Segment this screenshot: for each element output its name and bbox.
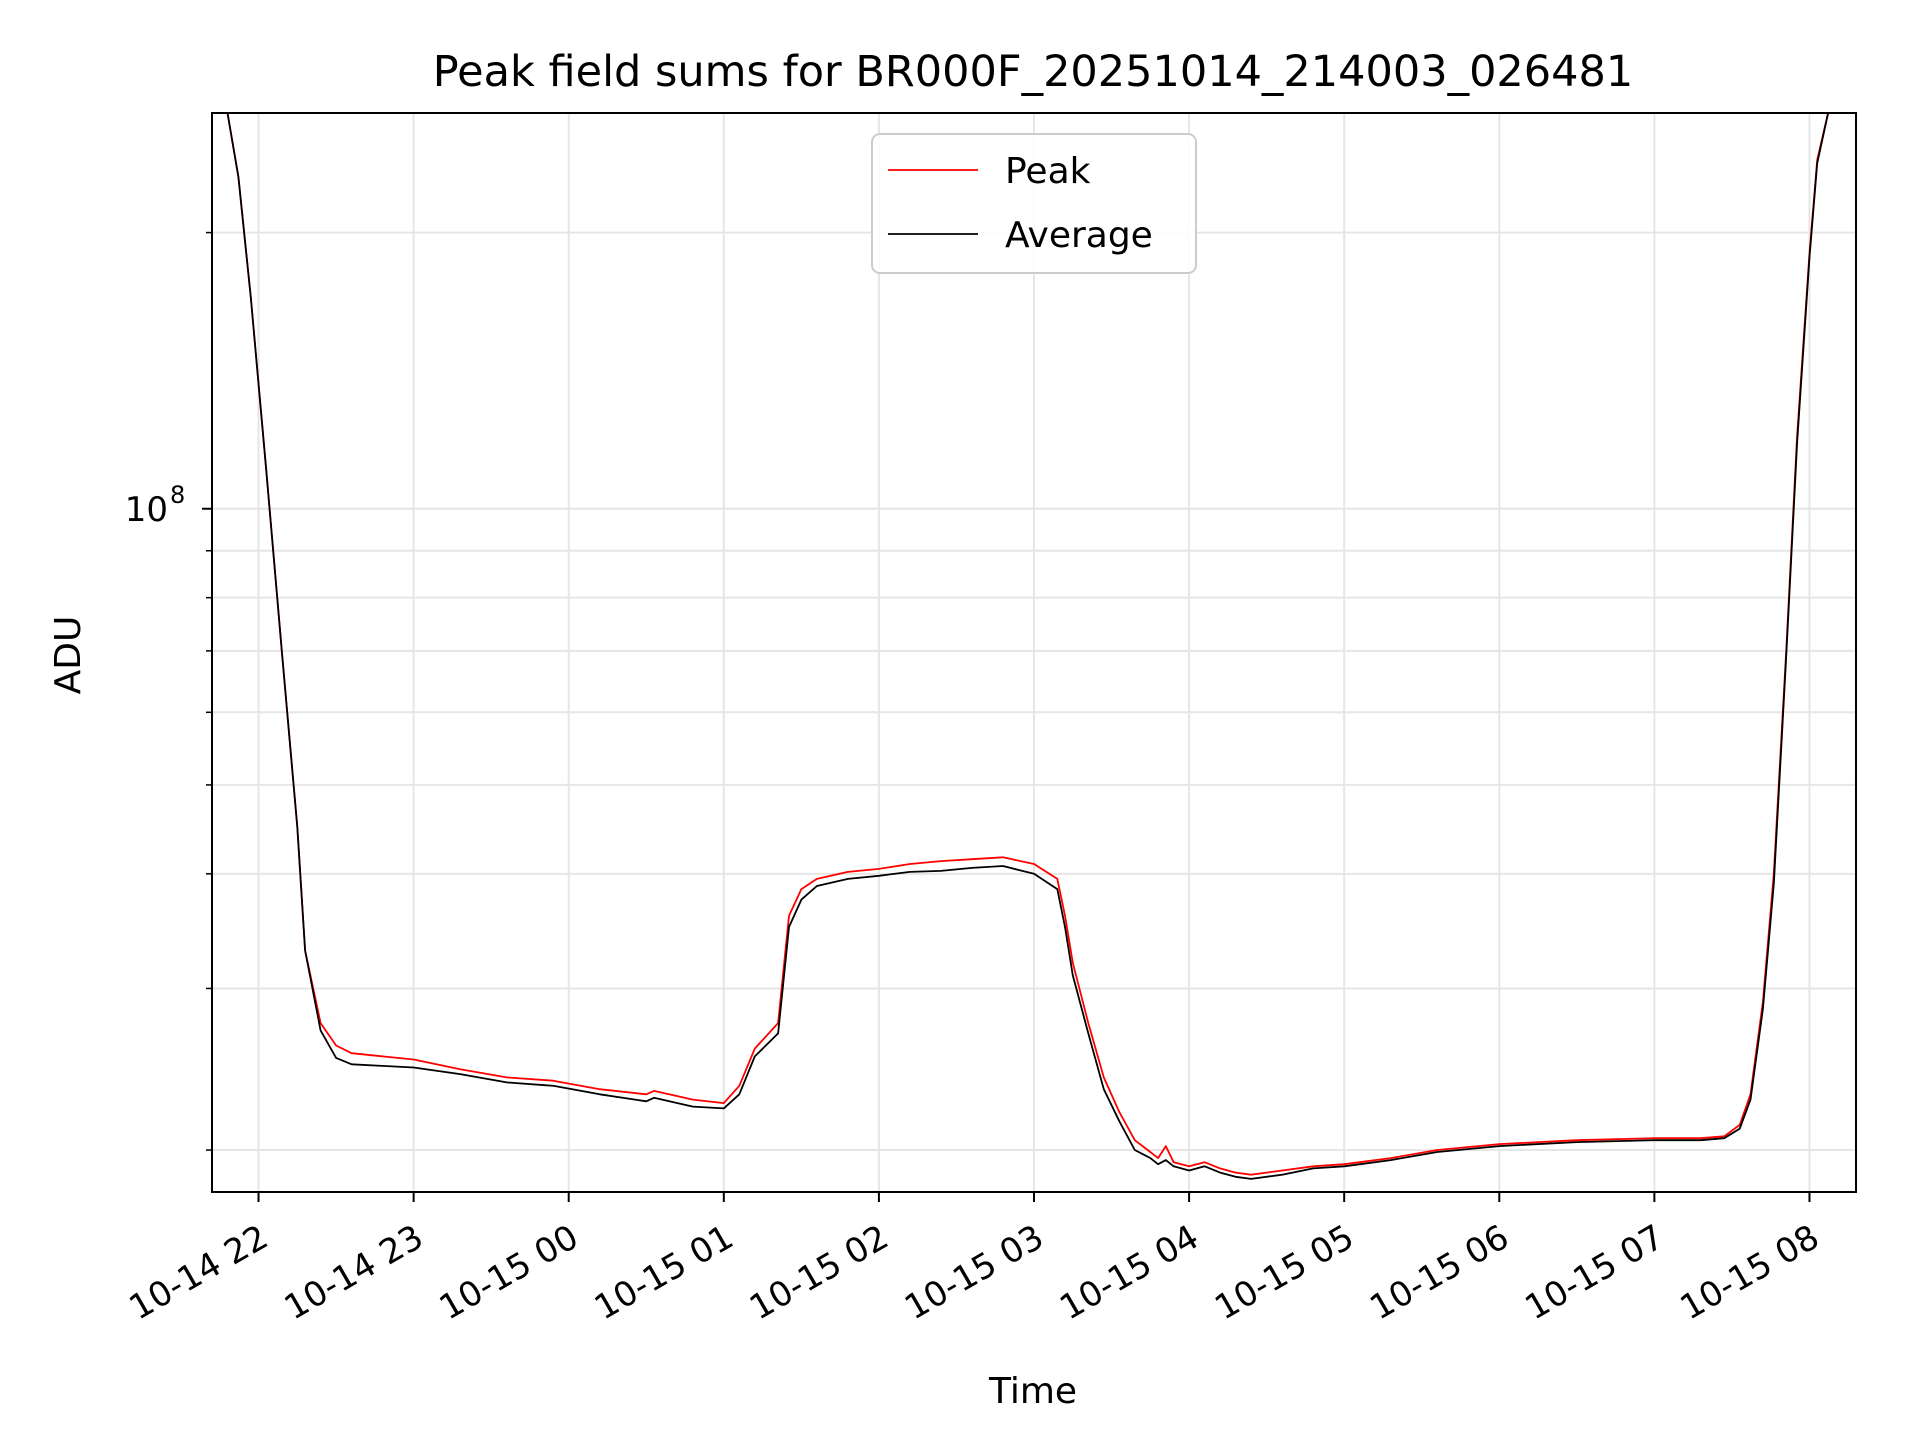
y-tick-exponent: 8 [170,481,185,509]
y-axis-label: ADU [48,616,89,695]
legend-average-label: Average [1005,215,1153,256]
series-line-peak [219,113,1841,1176]
chart-title: Peak field sums for BR000F_20251014_2140… [433,47,1633,97]
grid [212,113,1856,1192]
legend-peak-label: Peak [1005,151,1091,192]
series-line-average [219,113,1841,1180]
y-tick-label: 10 8 [125,481,186,530]
series-layer [219,113,1841,1180]
x-axis-label: Time [988,1371,1077,1412]
y-tick-base: 10 [125,490,168,530]
legend: Peak Average [871,133,1197,274]
legend-box [871,133,1197,274]
